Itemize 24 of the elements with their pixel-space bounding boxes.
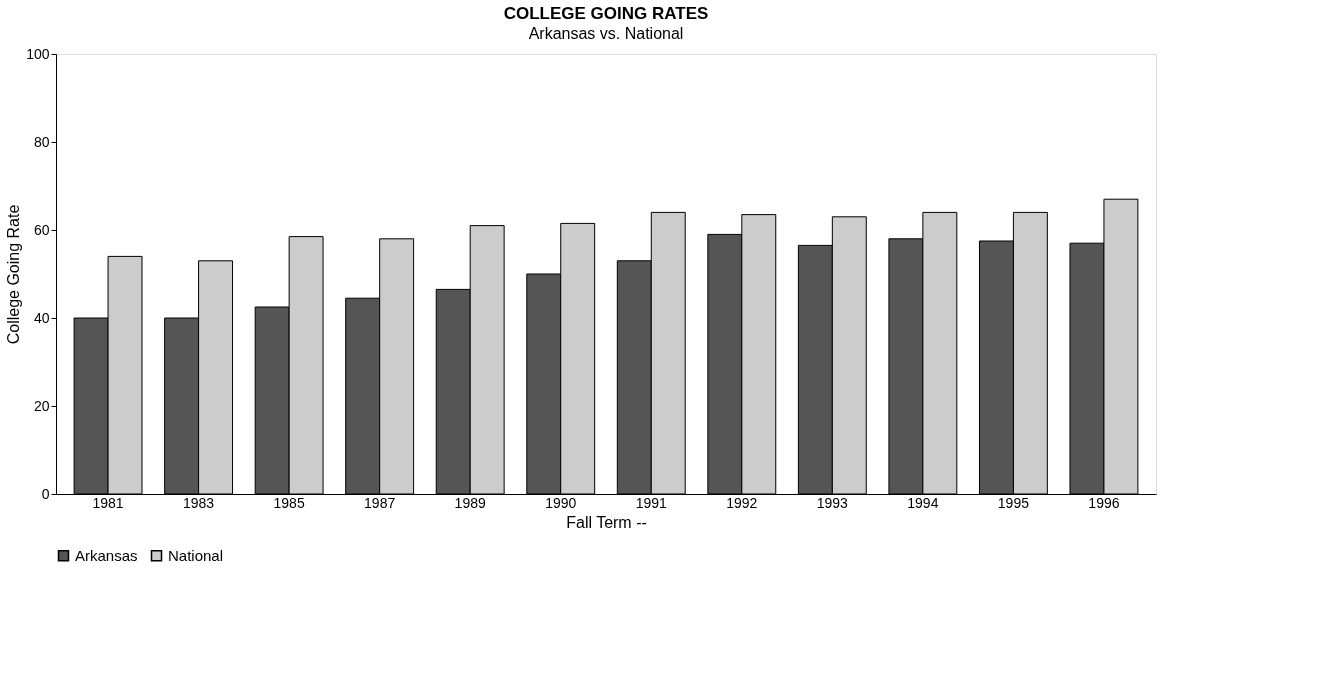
legend-label: National <box>168 546 224 564</box>
legend-label: Arkansas <box>75 546 138 564</box>
x-tick-label: 1992 <box>726 494 758 511</box>
y-tick-label: 60 <box>33 221 50 238</box>
y-tick-label: 20 <box>33 397 50 414</box>
chart-title: COLLEGE GOING RATES <box>503 4 709 23</box>
x-tick-label: 1985 <box>273 494 305 511</box>
x-tick-label: 1996 <box>1088 494 1120 511</box>
x-tick-label: 1993 <box>816 494 849 511</box>
x-tick-label: 1991 <box>635 494 668 511</box>
x-tick-label: 1989 <box>454 494 486 511</box>
y-tick-label: 100 <box>26 45 50 62</box>
y-axis-title: College Going Rate <box>5 204 23 345</box>
x-tick-label: 1995 <box>997 494 1030 511</box>
x-tick-label: 1994 <box>907 494 939 511</box>
y-tick-label: 80 <box>33 133 50 150</box>
x-tick-label: 1987 <box>364 494 396 511</box>
x-axis-title: Fall Term -- <box>566 513 647 531</box>
y-tick-label: 40 <box>33 309 50 326</box>
y-tick-label: 0 <box>41 485 50 502</box>
chart-subtitle: Arkansas vs. National <box>528 25 684 42</box>
x-tick-label: 1983 <box>183 494 215 511</box>
x-tick-label: 1981 <box>92 494 124 511</box>
x-tick-label: 1990 <box>545 494 577 511</box>
